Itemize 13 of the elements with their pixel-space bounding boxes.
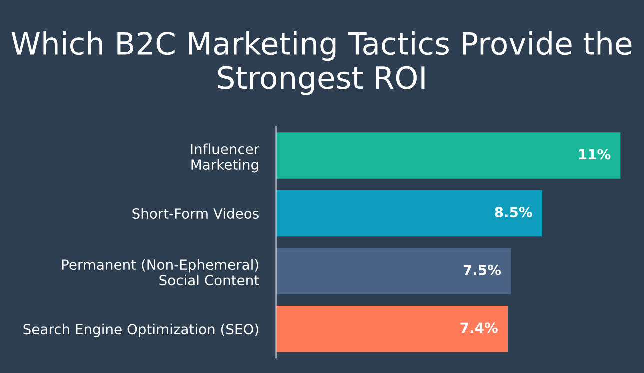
- data-label: 7.5%: [464, 264, 502, 276]
- y-tick-label: Search Engine Optimization (SEO): [24, 324, 258, 338]
- data-label: 8.5%: [495, 207, 532, 218]
- bar: [276, 190, 543, 237]
- y-tick-label: Short-Form Videos: [132, 208, 259, 220]
- data-label: 11%: [579, 149, 611, 160]
- chart-title: Which B2C Marketing Tactics Provide the Strongest ROI: [12, 32, 632, 96]
- bar: [276, 248, 512, 294]
- bar: [276, 132, 621, 179]
- bar: [276, 306, 508, 352]
- data-label: 7.4%: [460, 322, 498, 334]
- y-tick-label: Permanent (Non-Ephemeral) Social Content: [62, 259, 260, 286]
- y-tick-label: Influencer Marketing: [191, 144, 260, 173]
